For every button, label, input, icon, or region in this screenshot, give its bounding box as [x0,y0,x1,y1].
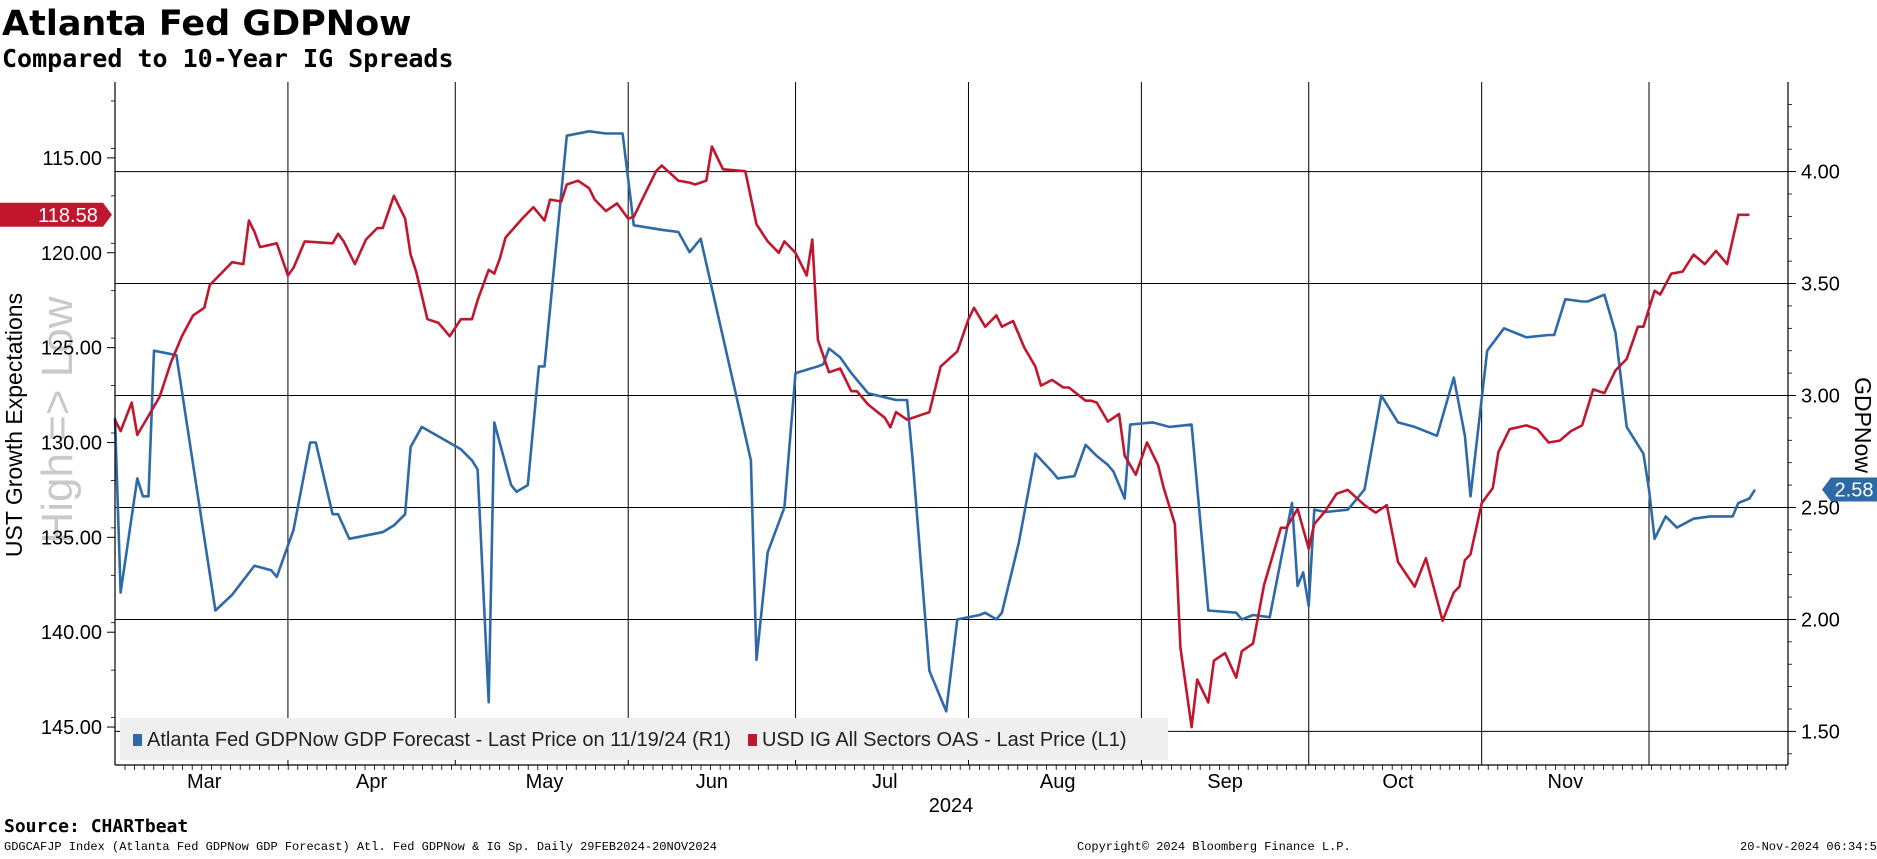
x-tick-label: Sep [1207,771,1243,793]
y-right-tick-label: 2.50 [1801,497,1840,519]
x-tick-label: Jul [872,771,898,793]
y-left-tick-label: 120.00 [41,243,102,265]
y-right-tick-label: 4.00 [1801,162,1840,184]
x-tick-label: Jun [696,771,728,793]
y-right-tick-label: 2.00 [1801,609,1840,631]
x-tick-label: Nov [1548,771,1584,793]
y-left-tick-label: 135.00 [41,527,102,549]
chart-title: Atlanta Fed GDPNow [2,4,412,44]
last-value-badge-left [0,202,112,227]
x-tick-label: Mar [187,771,222,793]
x-tick-label: Oct [1382,771,1414,793]
x-tick-label: Aug [1040,771,1076,793]
last-value-badges: 2.58 118.58 [0,202,1877,502]
axis-layer: Mar Apr May Jun Jul Aug Sep Oct Nov 115.00 120.00 1… [41,82,1840,793]
series-line-gdpnow [113,130,1757,713]
series-layer [113,130,1757,729]
chart-subtitle: Compared to 10-Year IG Spreads [2,44,454,73]
y-right-tick-label: 3.00 [1801,386,1840,408]
y-axis-left-label: UST Growth Expectations [1,293,27,557]
y-left-tick-label: 145.00 [41,717,102,739]
series-line-ig_oas [113,145,1750,729]
y-right-tick-label: 1.50 [1801,721,1840,743]
y-right-tick-label: 3.50 [1801,274,1840,296]
y-left-tick-label: 115.00 [42,148,102,170]
last-value-label-right: 2.58 [1835,480,1874,502]
y-left-tick-label: 125.00 [41,338,102,360]
index-info: GDGCAFJP Index (Atlanta Fed GDPNow GDP F… [4,840,717,854]
y-axis-right-label: GDPNow [1850,377,1876,473]
legend-swatch-ig_oas [747,734,757,746]
legend: Atlanta Fed GDPNow GDP Forecast - Last P… [120,718,1168,760]
legend-swatch-gdpnow [133,734,142,746]
last-value-label-left: 118.58 [38,205,98,227]
x-tick-label: Apr [356,771,387,793]
legend-box [120,718,1168,760]
source-note: Source: CHARTbeat [4,816,189,837]
y-axis-watermark: High => Low [33,296,82,543]
last-value-badge-right [1822,477,1877,502]
legend-label-ig_oas: USD IG All Sectors OAS - Last Price (L1) [762,729,1127,751]
x-tick-label: May [526,771,564,793]
timestamp: 20-Nov-2024 06:34:57 [1740,840,1877,854]
legend-label-gdpnow: Atlanta Fed GDPNow GDP Forecast - Last P… [147,729,731,751]
y-left-tick-label: 140.00 [41,622,102,644]
x-axis-year-label: 2024 [929,795,974,817]
copyright: Copyright© 2024 Bloomberg Finance L.P. [1077,840,1351,854]
y-left-tick-label: 130.00 [41,432,102,454]
